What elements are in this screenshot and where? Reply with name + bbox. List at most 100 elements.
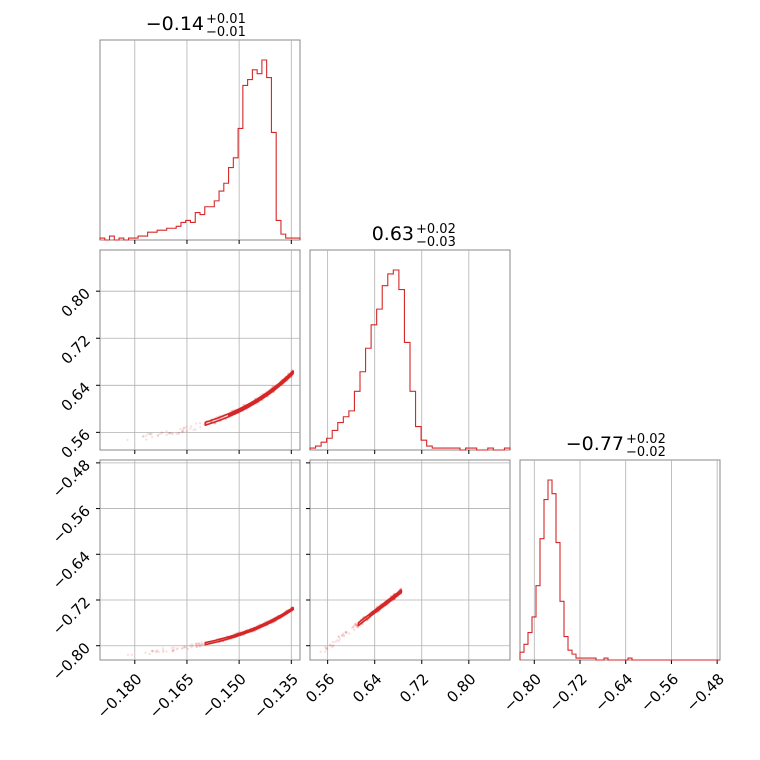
x-tick-label: −0.165	[146, 670, 198, 722]
sample-point	[151, 649, 154, 653]
y-tick-label: −0.48	[49, 456, 94, 501]
sample-point	[162, 649, 165, 652]
sample-point	[325, 647, 328, 650]
sample-point	[146, 432, 150, 436]
sample-point	[165, 430, 168, 433]
sample-point	[156, 434, 160, 437]
contour-line	[382, 589, 403, 607]
sample-point	[142, 435, 145, 438]
sample-point	[332, 644, 335, 648]
y-tick-label: −0.56	[49, 502, 94, 547]
sample-point	[189, 425, 193, 428]
x-tick-label: −0.64	[591, 670, 636, 715]
sample-point	[353, 623, 356, 627]
sample-point	[181, 646, 184, 650]
sample-point	[181, 430, 184, 433]
density-panel	[126, 368, 295, 442]
param-title-minus: −0.01	[206, 25, 246, 40]
y-tick-label: −0.64	[49, 548, 94, 593]
sample-point	[150, 649, 154, 653]
y-tick-label: 0.72	[58, 332, 94, 368]
sample-point	[353, 628, 356, 632]
sample-point	[197, 641, 200, 645]
sample-point	[190, 643, 194, 646]
sample-point	[155, 650, 158, 653]
sample-point	[337, 639, 341, 643]
contour-line	[254, 607, 294, 630]
sample-point	[195, 643, 198, 646]
sample-point	[337, 635, 340, 638]
param-title-median: −0.77	[566, 433, 624, 455]
sample-point	[198, 421, 202, 425]
sample-point	[182, 427, 186, 430]
sample-point	[344, 631, 347, 635]
x-tick-label: −0.180	[94, 670, 146, 722]
x-tick-label: 0.56	[302, 670, 338, 706]
sample-point	[337, 635, 340, 639]
sample-point	[126, 438, 129, 442]
sample-point	[154, 650, 157, 653]
sample-point	[180, 647, 183, 650]
sample-point	[348, 632, 351, 635]
panel-frame	[99, 459, 301, 661]
panel-frame	[309, 459, 511, 661]
panel-frame	[99, 249, 301, 451]
sample-point	[338, 637, 341, 640]
sample-point	[198, 644, 202, 647]
sample-point	[184, 646, 187, 649]
sample-point	[328, 643, 332, 647]
sample-point	[194, 428, 197, 431]
sample-point	[184, 426, 188, 429]
sample-point	[156, 434, 159, 437]
sample-point	[195, 645, 199, 648]
sample-point	[345, 631, 348, 634]
sample-point	[197, 642, 200, 646]
sample-point	[200, 644, 203, 647]
sample-point	[148, 652, 151, 656]
sample-point	[161, 647, 165, 650]
sample-point	[331, 640, 335, 644]
sample-point	[145, 438, 148, 441]
sample-point	[179, 427, 182, 431]
sample-point	[334, 640, 337, 644]
sample-point	[195, 644, 198, 647]
sample-point	[182, 426, 185, 430]
sample-point	[354, 622, 358, 625]
sample-point	[195, 645, 198, 649]
sample-point	[200, 642, 203, 646]
sample-point	[130, 653, 133, 656]
sample-point	[165, 650, 168, 653]
y-tick-label: 0.56	[58, 426, 94, 462]
x-tick-label: −0.56	[637, 670, 682, 715]
sample-point	[342, 633, 345, 637]
sample-point	[183, 646, 186, 649]
sample-point	[330, 645, 334, 649]
sample-point	[355, 624, 358, 627]
sample-point	[326, 647, 329, 650]
param-title-minus: −0.02	[626, 445, 666, 460]
sample-point	[201, 643, 204, 646]
sample-point	[168, 432, 172, 435]
sample-point	[180, 430, 184, 434]
sample-point	[354, 622, 357, 626]
param-title-plus: +0.01	[206, 12, 246, 27]
sample-point	[158, 432, 161, 436]
sample-point	[172, 649, 175, 652]
sample-point	[167, 432, 170, 435]
sample-point	[189, 427, 192, 430]
sample-point	[165, 433, 168, 437]
sample-point	[324, 647, 328, 650]
sample-point	[354, 624, 357, 627]
param-title-plus: +0.02	[416, 222, 456, 237]
sample-point	[182, 430, 185, 433]
sample-point	[324, 650, 327, 653]
sample-point	[126, 653, 130, 657]
x-tick-label: 0.72	[396, 670, 432, 706]
sample-point	[340, 634, 344, 637]
sample-point	[170, 646, 174, 650]
sample-point	[331, 644, 335, 647]
x-tick-label: −0.150	[198, 670, 250, 722]
sample-point	[151, 650, 154, 653]
sample-point	[175, 648, 179, 651]
